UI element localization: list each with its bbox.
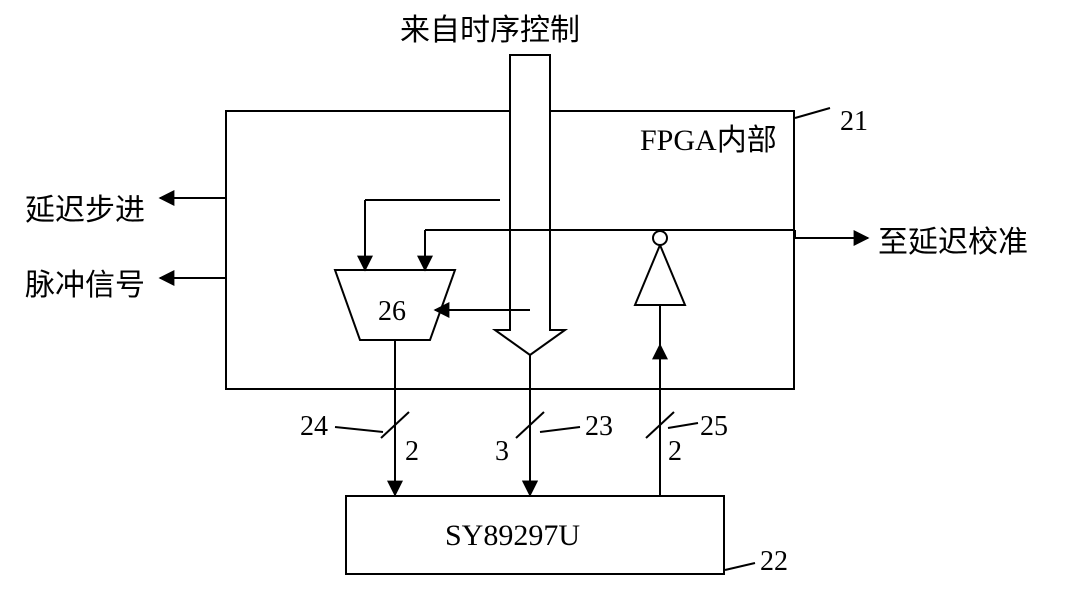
bus-n: 3 (495, 436, 509, 467)
ref-22: 22 (760, 546, 788, 577)
bus-n: 2 (668, 436, 682, 467)
ref-21: 21 (840, 106, 868, 137)
top-input-label: 来自时序控制 (400, 14, 580, 47)
chip-label: SY89297U (445, 519, 580, 552)
right-output-label: 至延迟校准 (878, 226, 1028, 259)
mux-label: 26 (378, 296, 406, 327)
diagram-stage: FPGA内部21SY89297U22来自时序控制26至延迟校准延迟步进脉冲信号2… (0, 0, 1071, 609)
bus-ref: 25 (700, 411, 728, 442)
bus-ref: 23 (585, 411, 613, 442)
bus-n: 2 (405, 436, 419, 467)
left-out-2: 脉冲信号 (25, 269, 145, 302)
bus-ref: 24 (300, 411, 328, 442)
left-out-1: 延迟步进 (25, 194, 145, 227)
fpga-label: FPGA内部 (640, 124, 777, 157)
wires-overlay: FPGA内部21SY89297U22来自时序控制26至延迟校准延迟步进脉冲信号2… (0, 0, 1071, 609)
